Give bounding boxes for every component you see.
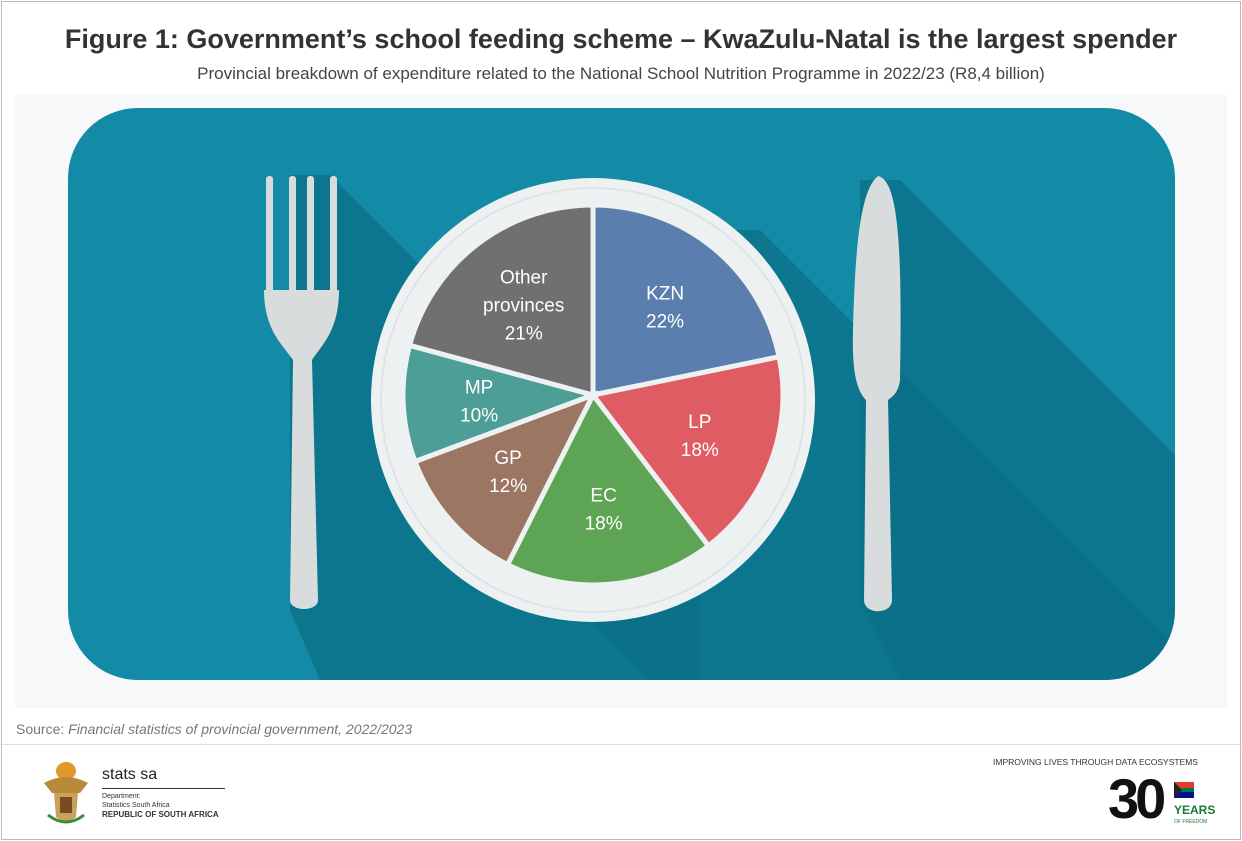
logo-divider <box>102 788 225 789</box>
pie-label-kzn: KZN 22% <box>646 284 684 333</box>
badge-sub: OF FREEDOM <box>1174 819 1208 825</box>
pie-labels: KZN 22% LP 18% EC 18% GP 12% MP 10% Other provinces… <box>460 267 719 534</box>
org-name: stats sa <box>102 766 158 783</box>
source-label: Source: <box>16 721 69 737</box>
chart-title: Figure 1: Government’s school feeding sc… <box>64 24 1178 54</box>
pie-label-mp: MP 10% <box>460 377 498 426</box>
pie-slice-ec <box>504 390 712 588</box>
badge-years: YEARS <box>1174 803 1216 817</box>
department-text: Department: Statistics South Africa REPU… <box>102 792 219 820</box>
dept-line-2: Statistics South Africa <box>102 802 170 809</box>
pie-slice-lp <box>588 353 786 550</box>
chart-subtitle-row: Provincial breakdown of expenditure rela… <box>0 64 1242 84</box>
pie-label-ec: EC 18% <box>585 486 623 535</box>
pie-slice-gp <box>411 390 599 569</box>
chart-subtitle: Provincial breakdown of expenditure rela… <box>197 64 1045 83</box>
source-note: Source: Financial statistics of provinci… <box>16 721 412 737</box>
pie-slice-other-provinces <box>406 202 596 399</box>
pie-slices <box>400 202 786 588</box>
pie-slice-kzn <box>590 202 783 399</box>
chart-title-row: Figure 1: Government’s school feeding sc… <box>0 24 1242 55</box>
plate-rim <box>380 187 806 613</box>
sa-flag-icon <box>1174 782 1194 798</box>
coat-of-arms-icon <box>44 762 88 824</box>
fork-icon <box>264 176 339 609</box>
pie-label-gp: GP 12% <box>489 448 527 497</box>
pie-label-other-provinces: Other provinces 21% <box>483 267 564 344</box>
30-years-badge: 30 YEARS OF FREEDOM <box>1108 770 1228 834</box>
pie-label-lp: LP 18% <box>681 412 719 461</box>
dept-line-1: Department: <box>102 793 141 800</box>
badge-number: 30 <box>1108 767 1166 830</box>
tagline: IMPROVING LIVES THROUGH DATA ECOSYSTEMS <box>993 757 1198 767</box>
pie-slice-mp <box>400 342 602 465</box>
dept-line-3: REPUBLIC OF SOUTH AFRICA <box>102 810 219 819</box>
source-text: Financial statistics of provincial gover… <box>68 721 413 737</box>
footer-divider <box>0 744 1242 745</box>
knife-icon <box>852 176 901 612</box>
